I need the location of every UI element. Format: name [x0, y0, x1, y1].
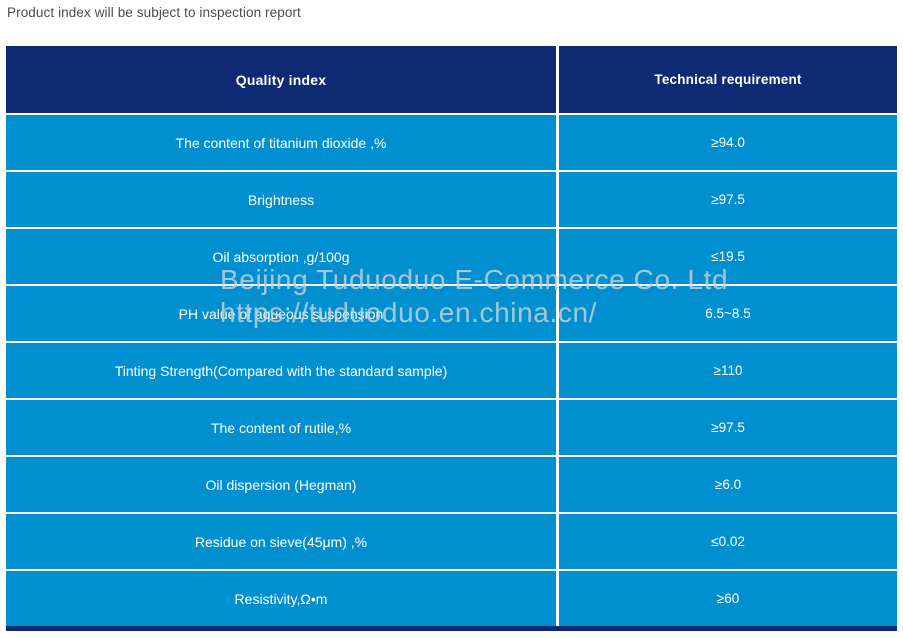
table-bottom-border [6, 626, 897, 631]
row-value: ≥60 [559, 571, 897, 626]
row-label: Oil absorption ,g/100g [6, 229, 556, 284]
row-value: ≥110 [559, 343, 897, 398]
table-row: Oil absorption ,g/100g ≤19.5 [6, 229, 897, 284]
row-value: ≥97.5 [559, 172, 897, 227]
table-row: Brightness ≥97.5 [6, 172, 897, 227]
row-label: The content of titanium dioxide ,% [6, 115, 556, 170]
table-row: The content of titanium dioxide ,% ≥94.0 [6, 115, 897, 170]
row-value: ≤19.5 [559, 229, 897, 284]
header-quality-index: Quality index [6, 46, 556, 113]
row-value: ≥94.0 [559, 115, 897, 170]
page-caption: Product index will be subject to inspect… [7, 5, 301, 20]
table-body: The content of titanium dioxide ,% ≥94.0… [6, 115, 897, 626]
table-row: Tinting Strength(Compared with the stand… [6, 343, 897, 398]
row-label: Tinting Strength(Compared with the stand… [6, 343, 556, 398]
row-label: Residue on sieve(45μm) ,% [6, 514, 556, 569]
row-value: ≤0.02 [559, 514, 897, 569]
row-value: 6.5~8.5 [559, 286, 897, 341]
table-row: PH value of aqueous suspension 6.5~8.5 [6, 286, 897, 341]
row-label: Resistivity,Ω•m [6, 571, 556, 626]
row-label: PH value of aqueous suspension [6, 286, 556, 341]
table-header-row: Quality index Technical requirement [6, 46, 897, 113]
row-label: Oil dispersion (Hegman) [6, 457, 556, 512]
table-row: Oil dispersion (Hegman) ≥6.0 [6, 457, 897, 512]
row-label: Brightness [6, 172, 556, 227]
row-value: ≥97.5 [559, 400, 897, 455]
table-row: The content of rutile,% ≥97.5 [6, 400, 897, 455]
table-row: Resistivity,Ω•m ≥60 [6, 571, 897, 626]
table-row: Residue on sieve(45μm) ,% ≤0.02 [6, 514, 897, 569]
quality-index-table: Quality index Technical requirement The … [6, 46, 897, 631]
row-value: ≥6.0 [559, 457, 897, 512]
row-label: The content of rutile,% [6, 400, 556, 455]
header-technical-requirement: Technical requirement [559, 46, 897, 113]
